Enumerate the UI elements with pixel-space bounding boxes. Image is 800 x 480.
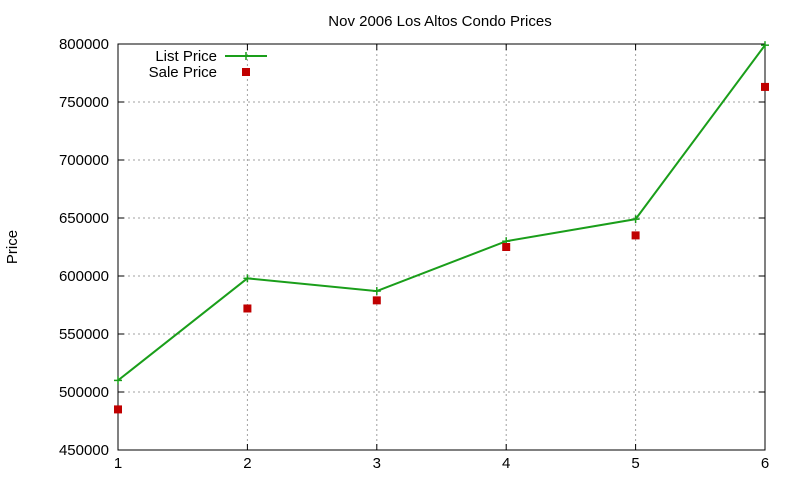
sale-price-point bbox=[761, 82, 769, 91]
chart-title: Nov 2006 Los Altos Condo Prices bbox=[328, 13, 551, 30]
legend-label-list-price: List Price bbox=[155, 48, 217, 65]
axis-ticks: 1 2 3 4 5 6 450000 500000 550000 600000 650000 7000… bbox=[59, 36, 769, 472]
x-tick-label: 6 bbox=[761, 455, 769, 472]
sale-price-point bbox=[631, 231, 640, 240]
sale-price-point bbox=[114, 405, 122, 414]
list-price-point bbox=[114, 376, 122, 385]
list-price-point bbox=[761, 41, 769, 50]
y-tick-label: 650000 bbox=[59, 210, 109, 227]
y-tick-label: 450000 bbox=[59, 442, 109, 459]
list-price-point bbox=[243, 274, 252, 283]
sale-price-point bbox=[372, 296, 381, 305]
x-tick-label: 5 bbox=[631, 455, 639, 472]
x-tick-label: 1 bbox=[114, 455, 122, 472]
list-price-point bbox=[372, 287, 381, 296]
legend-marker-sale-price bbox=[242, 68, 250, 76]
y-tick-label: 700000 bbox=[59, 152, 109, 169]
list-price-line bbox=[117, 44, 766, 382]
list-price-point bbox=[631, 215, 640, 224]
x-tick-label: 4 bbox=[502, 455, 510, 472]
y-axis-label: Price bbox=[4, 230, 21, 264]
gridlines bbox=[118, 44, 765, 450]
y-tick-label: 600000 bbox=[59, 268, 109, 285]
series-layer bbox=[114, 41, 769, 414]
y-tick-label: 500000 bbox=[59, 384, 109, 401]
x-tick-label: 2 bbox=[243, 455, 251, 472]
sale-price-point bbox=[502, 243, 511, 251]
legend-label-sale-price: Sale Price bbox=[149, 64, 217, 81]
y-tick-label: 750000 bbox=[59, 94, 109, 111]
y-tick-label: 800000 bbox=[59, 36, 109, 53]
x-tick-label: 3 bbox=[373, 455, 381, 472]
sale-price-point bbox=[243, 304, 252, 313]
y-tick-label: 550000 bbox=[59, 326, 109, 343]
plot-frame bbox=[117, 43, 766, 451]
